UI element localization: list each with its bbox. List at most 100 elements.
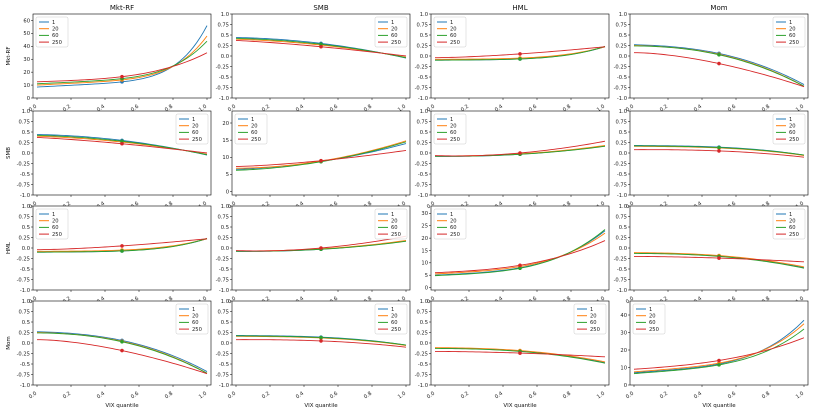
x-tick-label: 1.0	[397, 391, 407, 401]
x-tick-label: 1.0	[198, 391, 208, 401]
y-tick-label: 1.0	[22, 204, 30, 210]
y-tick-label: 20	[421, 236, 428, 242]
y-tick-label: -0.25	[17, 351, 30, 357]
y-tick-label: 10	[23, 83, 30, 89]
y-tick-label: -0.75	[415, 372, 428, 378]
y-tick-label: 0.75	[416, 119, 428, 125]
x-tick-label: 0.6	[727, 391, 737, 401]
y-tick-label: 10	[620, 365, 627, 371]
x-tick-label: 0.0	[426, 391, 436, 401]
y-tick-label: 20	[23, 70, 30, 76]
legend-entry: 60	[192, 320, 199, 326]
y-tick-label: -0.75	[614, 85, 627, 91]
x-tick-label: 1.0	[198, 296, 208, 306]
y-tick-label: -0.5	[219, 267, 229, 273]
panel: -1.0-0.75-0.5-0.250.00.250.50.751.00.0 0.…	[415, 109, 610, 211]
x-tick-label: 1.0	[596, 296, 606, 306]
x-tick-label: 0.6	[528, 296, 538, 306]
y-tick-label: 0.5	[420, 130, 428, 136]
y-tick-label: -1.0	[617, 193, 627, 199]
legend-entry: 250	[450, 40, 460, 46]
y-tick-label: -0.5	[20, 267, 30, 273]
y-tick-label: -1.0	[20, 193, 30, 199]
x-tick-label: 0.8	[761, 391, 771, 401]
legend-frame	[772, 113, 806, 145]
y-tick-label: 0.75	[217, 309, 229, 315]
x-tick-label: 0.8	[761, 296, 771, 306]
legend-entry: 250	[391, 327, 401, 333]
x-tick-label: 0.0	[28, 391, 38, 401]
y-tick-label: -0.75	[614, 277, 627, 283]
x-tick-label: 0.2	[460, 104, 470, 114]
series-marker	[717, 61, 721, 66]
y-tick-label: 0.5	[420, 33, 428, 39]
y-tick-label: -0.75	[216, 85, 229, 91]
legend-entry: 60	[391, 225, 398, 231]
y-tick-label: -0.25	[614, 161, 627, 167]
x-tick-label: 0.4	[494, 295, 505, 305]
x-tick-label: 0.0	[227, 201, 237, 211]
y-tick-label: 0.5	[619, 33, 627, 39]
legend-entry: 60	[251, 130, 258, 136]
legend-entry: 1	[391, 307, 394, 313]
x-tick-label: 0.4	[494, 103, 505, 113]
y-tick-label: -0.5	[219, 75, 229, 81]
x-tick-label: 0.4	[494, 390, 505, 400]
x-tick-label: 0.6	[528, 104, 538, 114]
x-tick-label: 0.8	[363, 391, 373, 401]
y-tick-label: -0.25	[17, 161, 30, 167]
y-tick-label: 0.25	[416, 140, 428, 146]
x-tick-label: 0.6	[528, 391, 538, 401]
series-marker	[518, 57, 522, 61]
x-tick-label: 0.6	[130, 391, 140, 401]
legend-entry: 250	[391, 40, 401, 46]
y-tick-label: 30	[421, 211, 428, 217]
legend-entry: 1	[450, 20, 453, 26]
y-tick-label: -0.25	[415, 161, 428, 167]
y-tick-label: 0.5	[619, 130, 627, 136]
y-tick-label: -0.75	[216, 277, 229, 283]
y-tick-label: 30	[620, 330, 627, 336]
legend-entry: 20	[391, 219, 398, 225]
legend-entry: 1	[251, 117, 254, 123]
series-marker	[518, 263, 522, 268]
x-tick-label: 0.6	[329, 104, 339, 114]
y-tick-label: 0.5	[420, 320, 428, 326]
legend-entry: 20	[789, 27, 796, 33]
y-tick-label: 30	[23, 57, 30, 63]
x-tick-label: 0.8	[761, 104, 771, 114]
legend-entry: 1	[52, 20, 55, 26]
x-tick-label: 0.2	[62, 104, 72, 114]
panel: -1.0-0.75-0.5-0.250.00.250.50.751.00.0 0.…	[216, 12, 411, 114]
x-tick-label: 0.0	[28, 201, 38, 211]
legend-entry: 20	[192, 124, 199, 130]
series-marker	[518, 151, 522, 155]
y-tick-label: 1.0	[619, 109, 627, 115]
y-tick-label: 0.5	[22, 130, 30, 136]
y-tick-label: 1.0	[221, 204, 229, 210]
x-tick-label: 0.0	[625, 201, 635, 211]
x-tick-label: 0.6	[727, 201, 737, 211]
x-tick-label: 0.0	[227, 296, 237, 306]
panel: -1.0-0.75-0.5-0.250.00.250.50.751.00.0 0.…	[415, 12, 610, 114]
y-tick-label: 5	[425, 273, 428, 279]
x-tick-label: 0.4	[96, 390, 107, 400]
x-tick-label: 0.4	[693, 295, 704, 305]
legend-frame	[374, 16, 408, 48]
y-tick-label: -1.0	[219, 288, 229, 294]
y-tick-label: -0.5	[617, 75, 627, 81]
x-tick-label: 0.2	[659, 296, 669, 306]
x-tick-label: 1.0	[596, 201, 606, 211]
legend-entry: 60	[789, 225, 796, 231]
x-axis-label: VIX quantile	[702, 403, 736, 409]
x-tick-label: 0.4	[494, 200, 505, 210]
y-tick-label: -0.25	[216, 351, 229, 357]
legend-frame	[234, 113, 268, 145]
y-tick-label: 0.25	[217, 330, 229, 336]
y-tick-label: 1.0	[420, 109, 428, 115]
